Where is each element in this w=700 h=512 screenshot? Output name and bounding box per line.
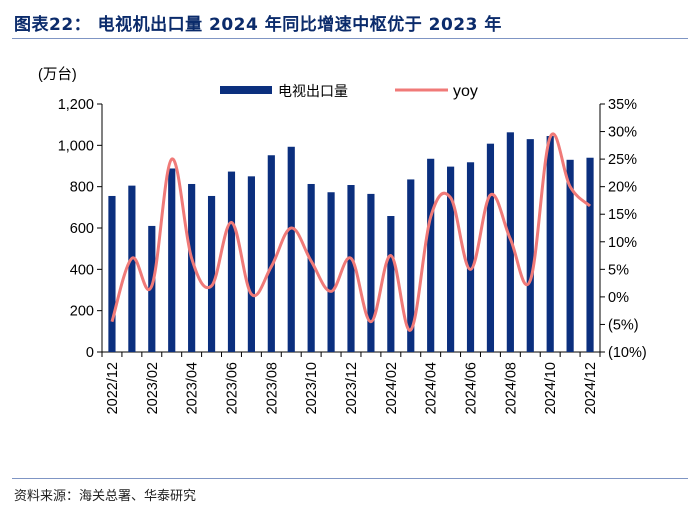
x-tick-label: 2023/12 [344,362,360,414]
y-right-tick-label: 15% [608,207,637,223]
y-left-tick-label: 1,200 [58,97,94,113]
bar-2022/12 [108,195,116,352]
y-left-tick-label: 600 [70,221,94,237]
bar-2024/01 [367,193,375,352]
figure-title: 图表22： 电视机出口量 2024 年同比增速中枢优于 2023 年 [14,15,502,35]
chart-area: (万台) 电视出口量 yoy 0 200 400 600 800 1,000 1,200 (… [38,66,647,414]
y-right-ticks: (10%) (5%) 0% 5% 10% 15% 20% 25% 30% 35% [600,97,647,361]
y-left-tick-label: 400 [70,262,94,278]
title-divider [12,38,688,39]
x-tick-label: 2022/12 [105,362,121,414]
legend: 电视出口量 yoy [220,83,478,100]
bar-2024/02 [387,216,395,352]
y-right-tick-label: (10%) [608,345,647,361]
x-tick-label: 2024/12 [583,362,599,414]
legend-bar-label: 电视出口量 [278,84,348,100]
x-tick-label: 2024/06 [464,362,480,414]
y-left-tick-label: 800 [70,180,94,196]
bar-2023/10 [307,183,315,352]
bar-2024/11 [566,159,574,352]
bar-2023/01 [128,185,136,352]
bar-2023/11 [327,192,335,352]
bar-2023/08 [267,155,275,352]
y-left-tick-label: 0 [86,345,94,361]
bar-2024/04 [427,158,435,352]
y-right-tick-label: 30% [608,125,637,141]
y-right-tick-label: 10% [608,235,637,251]
bar-2023/06 [227,171,236,352]
x-tick-label: 2023/04 [185,362,201,414]
bar-2024/03 [407,179,415,352]
bar-2024/06 [466,162,475,352]
y-right-tick-label: 20% [608,180,637,196]
x-tick-label: 2024/10 [543,362,559,414]
bar-2023/07 [247,176,255,352]
x-tick-label: 2024/02 [384,362,400,414]
x-tick-label: 2023/06 [224,362,240,414]
bar-2024/07 [486,143,495,352]
legend-line-label: yoy [453,83,478,100]
bar-2023/12 [347,185,355,352]
y-left-unit: (万台) [38,66,77,83]
bar-2024/09 [526,139,534,352]
y-right-tick-label: 35% [608,97,637,113]
y-left-ticks: 0 200 400 600 800 1,000 1,200 [58,97,102,361]
x-tick-label: 2023/08 [264,362,280,414]
y-left-tick-label: 1,000 [58,138,94,154]
bar-2023/05 [207,195,216,352]
x-tick-label: 2023/02 [145,362,161,414]
legend-bar-swatch [220,86,272,94]
bar-series [108,132,594,352]
x-tick-label: 2024/04 [424,362,440,414]
bar-2023/03 [168,168,176,352]
bar-2024/10 [546,136,554,352]
y-right-tick-label: 25% [608,152,637,168]
x-ticks: 2022/12 2023/02 2023/04 2023/06 2023/08 2023/… [101,352,601,414]
footer-divider [12,478,688,479]
bar-2024/05 [447,166,455,352]
bar-2023/09 [287,146,295,352]
y-right-tick-label: (5%) [608,317,639,333]
source-note: 资料来源：海关总署、华泰研究 [14,489,197,504]
bar-2023/04 [188,183,196,352]
yoy-series [110,132,592,332]
x-tick-label: 2024/08 [503,362,519,414]
yoy-line [110,132,592,332]
y-left-tick-label: 200 [70,304,94,320]
bar-2024/12 [586,157,594,352]
y-right-tick-label: 5% [608,262,629,278]
y-right-tick-label: 0% [608,290,629,306]
x-tick-label: 2023/10 [304,362,320,414]
